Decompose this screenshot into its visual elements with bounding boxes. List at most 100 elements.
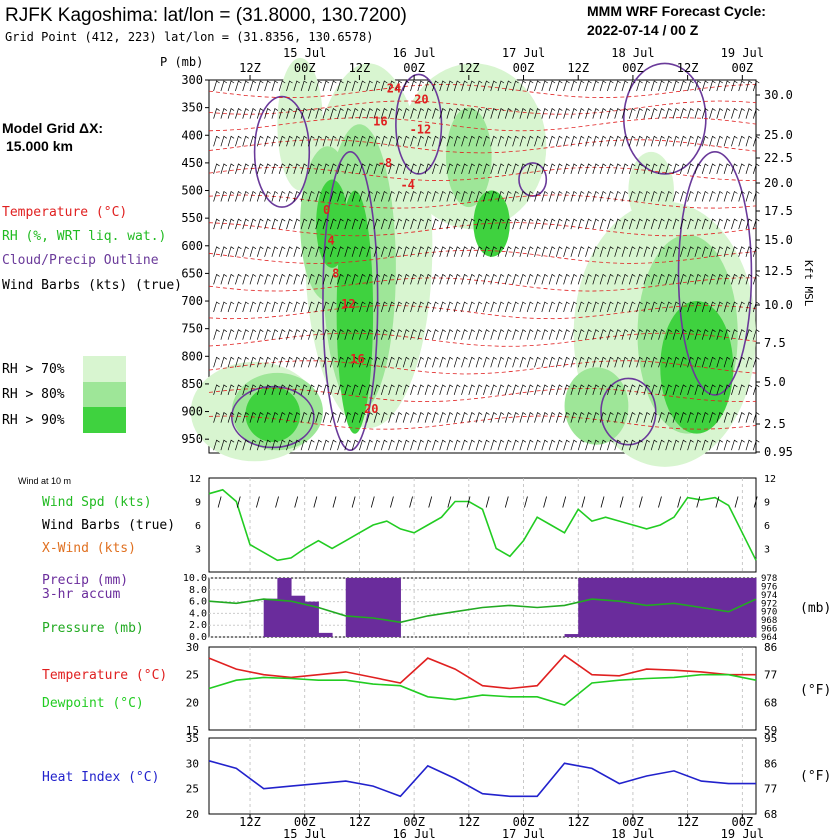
wind-barb xyxy=(359,301,366,313)
wind-barb xyxy=(701,80,709,92)
wind-barb xyxy=(636,439,643,451)
wind-barb xyxy=(534,163,541,175)
wind-barb xyxy=(351,246,359,257)
wind-barb xyxy=(468,412,475,423)
wind-barb xyxy=(614,439,621,451)
wind-barb xyxy=(278,163,286,175)
wind-barb xyxy=(709,135,716,147)
wind-barb xyxy=(242,80,249,92)
wind-barb xyxy=(555,246,563,257)
height-tick-label-4: 17.5 xyxy=(764,204,793,218)
wind-barb xyxy=(658,384,665,396)
wind-barb xyxy=(366,329,373,340)
wind-barb xyxy=(628,218,636,230)
isotherm-10 xyxy=(208,332,757,347)
wind-barb xyxy=(366,439,373,451)
wind-barb xyxy=(679,384,687,396)
wind-ytick-left-3: 12 xyxy=(189,474,201,485)
wind-barb xyxy=(402,329,410,340)
wind-barb xyxy=(636,329,643,340)
wind-barb xyxy=(577,108,585,119)
wind-barb xyxy=(227,329,235,340)
time-label-top-8: 12Z xyxy=(677,61,699,75)
wind-barb xyxy=(446,218,454,230)
wind-barb xyxy=(366,273,373,285)
wind-barb xyxy=(402,80,410,92)
wind-barb xyxy=(373,439,381,451)
wind-barb xyxy=(658,273,665,285)
wind-frame xyxy=(208,477,757,573)
wind-barb xyxy=(592,163,599,175)
wind-barb xyxy=(388,329,395,340)
wind-barb xyxy=(628,384,636,396)
wind-barb xyxy=(461,384,468,396)
wind-barb xyxy=(621,439,629,451)
wind-barb xyxy=(636,246,643,257)
wind-barb xyxy=(694,135,702,147)
wind-barb xyxy=(585,273,592,285)
wind-barb xyxy=(271,384,279,396)
wind-barb xyxy=(599,329,607,340)
time-label-top-4: 12Z xyxy=(458,61,480,75)
wind-ytick-right-1: 6 xyxy=(764,521,770,532)
rh-region-7 xyxy=(446,107,492,208)
wind-barb xyxy=(308,329,315,340)
rh-region-11 xyxy=(336,190,374,434)
wind-barb xyxy=(380,80,388,92)
wind-barb xyxy=(461,356,468,368)
wind-barb xyxy=(519,412,527,423)
time-label-top-2: 12Z xyxy=(349,61,371,75)
wind-barb xyxy=(614,412,621,423)
wind-barb xyxy=(570,163,578,175)
wind-barb xyxy=(344,190,351,202)
wind-barb xyxy=(555,439,563,451)
wind-barb xyxy=(541,80,548,92)
pressure-ytick-0: 964 xyxy=(761,633,777,643)
wind-barb xyxy=(271,218,279,230)
wind-barb xyxy=(308,439,315,451)
wind-barb xyxy=(366,218,373,230)
wind-barb xyxy=(548,412,556,423)
wind-barb xyxy=(264,163,271,175)
wind-barb xyxy=(694,356,702,368)
wind-barb xyxy=(286,80,293,92)
precip-bar xyxy=(701,578,716,637)
wind-barb xyxy=(410,384,417,396)
wind-barb xyxy=(563,412,570,423)
wind-barb xyxy=(636,80,643,92)
wind-barb xyxy=(293,135,300,147)
wind-barb xyxy=(359,412,366,423)
wind-barb xyxy=(701,412,709,423)
rh-region-10 xyxy=(564,367,629,445)
wind-barb xyxy=(278,218,286,230)
wind-barb xyxy=(213,329,220,340)
height-tick-label-8: 7.5 xyxy=(764,336,786,350)
legend-rh: RH (%, WRT liq. wat.) xyxy=(2,229,166,244)
wind-barb xyxy=(453,190,461,202)
wind-barb xyxy=(526,273,534,285)
wind-barb xyxy=(512,218,519,230)
precip-ytick-5: 10.0 xyxy=(183,573,207,584)
wind-barb xyxy=(621,412,629,423)
wind-barb xyxy=(570,384,578,396)
wind-barb xyxy=(439,356,446,368)
wind-barb xyxy=(271,80,279,92)
wind-barb xyxy=(577,246,585,257)
wind-barb xyxy=(504,135,512,147)
wind-barb xyxy=(607,329,614,340)
wind-barb xyxy=(286,163,293,175)
wind-barb xyxy=(752,108,760,119)
wind-barb xyxy=(249,135,257,147)
wind-barb xyxy=(249,80,257,92)
wind-barb xyxy=(504,190,512,202)
wind-barb xyxy=(366,163,373,175)
wind-barb xyxy=(213,135,220,147)
heat-index-line xyxy=(208,760,756,798)
surface-wind-barb xyxy=(658,496,662,508)
wind-barb xyxy=(417,412,424,423)
wind-barb xyxy=(439,108,446,119)
wind-barb xyxy=(534,190,541,202)
wind-barb xyxy=(519,108,527,119)
wind-barb xyxy=(344,356,351,368)
wind-barb xyxy=(242,108,249,119)
